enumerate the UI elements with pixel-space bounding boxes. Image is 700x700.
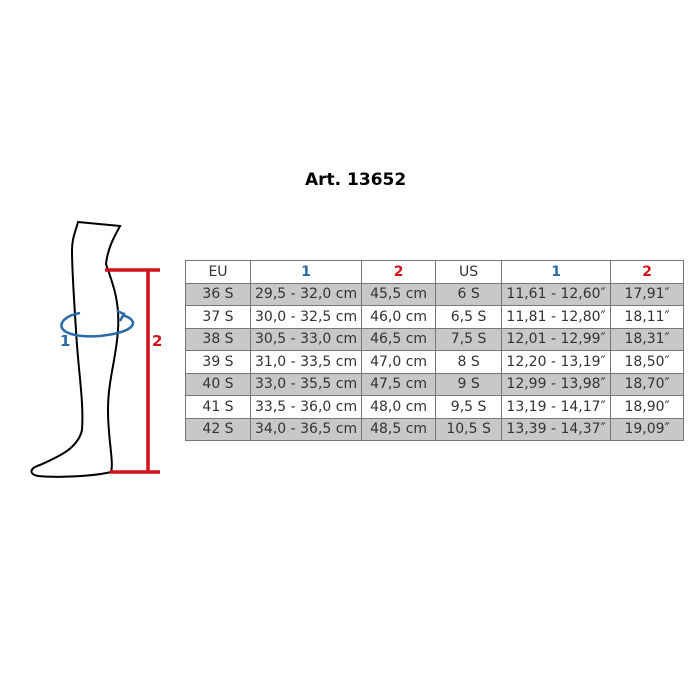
leg-outline [30, 220, 122, 478]
table-row: 38 S 30,5 - 33,0 cm 46,5 cm 7,5 S 12,01 - 12… [185, 327, 685, 351]
header-height-cm: 2 [361, 260, 437, 284]
header-height-in: 2 [610, 260, 685, 284]
table-cell: 41 S [185, 395, 251, 419]
table-row: 40 S 33,0 - 35,5 cm 47,5 cm 9 S 12,99 - 13,9… [185, 372, 685, 396]
table-cell: 17,91″ [610, 282, 685, 306]
label-2: 2 [152, 332, 162, 350]
header-eu: EU [185, 260, 251, 284]
table-cell: 36 S [185, 282, 251, 306]
size-chart-table: EU 1 2 US 1 2 36 S 29,5 - 32,0 cm 45,5 cm 6… [185, 260, 685, 441]
header-circumference-cm: 1 [249, 260, 363, 284]
table-cell: 11,81 - 12,80″ [501, 305, 612, 329]
table-cell: 12,20 - 13,19″ [501, 350, 612, 374]
table-cell: 29,5 - 32,0 cm [249, 282, 363, 306]
table-cell: 7,5 S [435, 327, 503, 351]
table-cell: 31,0 - 33,5 cm [249, 350, 363, 374]
table-cell: 34,0 - 36,5 cm [249, 417, 363, 441]
table-cell: 9,5 S [435, 395, 503, 419]
table-row: 42 S 34,0 - 36,5 cm 48,5 cm 10,5 S 13,39 - 1… [185, 417, 685, 441]
measurement-line-2 [105, 268, 160, 474]
table-cell: 33,0 - 35,5 cm [249, 372, 363, 396]
table-cell: 8 S [435, 350, 503, 374]
table-cell: 37 S [185, 305, 251, 329]
table-cell: 47,0 cm [361, 350, 437, 374]
table-cell: 48,0 cm [361, 395, 437, 419]
table-cell: 47,5 cm [361, 372, 437, 396]
table-row: 39 S 31,0 - 33,5 cm 47,0 cm 8 S 12,20 - 13,1… [185, 350, 685, 374]
table-cell: 12,01 - 12,99″ [501, 327, 612, 351]
table-cell: 46,0 cm [361, 305, 437, 329]
label-1: 1 [60, 332, 70, 350]
header-us: US [435, 260, 503, 284]
table-cell: 48,5 cm [361, 417, 437, 441]
table-cell: 11,61 - 12,60″ [501, 282, 612, 306]
table-cell: 18,50″ [610, 350, 685, 374]
table-cell: 12,99 - 13,98″ [501, 372, 612, 396]
table-cell: 46,5 cm [361, 327, 437, 351]
circumference-arrow-icon [60, 309, 134, 338]
table-cell: 38 S [185, 327, 251, 351]
table-cell: 18,11″ [610, 305, 685, 329]
table-cell: 18,31″ [610, 327, 685, 351]
table-row: 37 S 30,0 - 32,5 cm 46,0 cm 6,5 S 11,81 - 12… [185, 305, 685, 329]
leg-measurement-diagram: 1 2 [30, 220, 162, 478]
header-circumference-in: 1 [501, 260, 612, 284]
table-header: EU 1 2 US 1 2 [185, 260, 685, 284]
table-cell: 6,5 S [435, 305, 503, 329]
table-cell: 13,19 - 14,17″ [501, 395, 612, 419]
table-cell: 33,5 - 36,0 cm [249, 395, 363, 419]
table-cell: 45,5 cm [361, 282, 437, 306]
table-row: 41 S 33,5 - 36,0 cm 48,0 cm 9,5 S 13,19 - 14… [185, 395, 685, 419]
table-cell: 18,90″ [610, 395, 685, 419]
table-cell: 40 S [185, 372, 251, 396]
table-row: 36 S 29,5 - 32,0 cm 45,5 cm 6 S 11,61 - 12,6… [185, 282, 685, 306]
table-cell: 30,0 - 32,5 cm [249, 305, 363, 329]
table-cell: 30,5 - 33,0 cm [249, 327, 363, 351]
table-cell: 19,09″ [610, 417, 685, 441]
table-cell: 42 S [185, 417, 251, 441]
table-cell: 13,39 - 14,37″ [501, 417, 612, 441]
table-cell: 18,70″ [610, 372, 685, 396]
table-cell: 39 S [185, 350, 251, 374]
table-cell: 9 S [435, 372, 503, 396]
table-cell: 6 S [435, 282, 503, 306]
table-cell: 10,5 S [435, 417, 503, 441]
